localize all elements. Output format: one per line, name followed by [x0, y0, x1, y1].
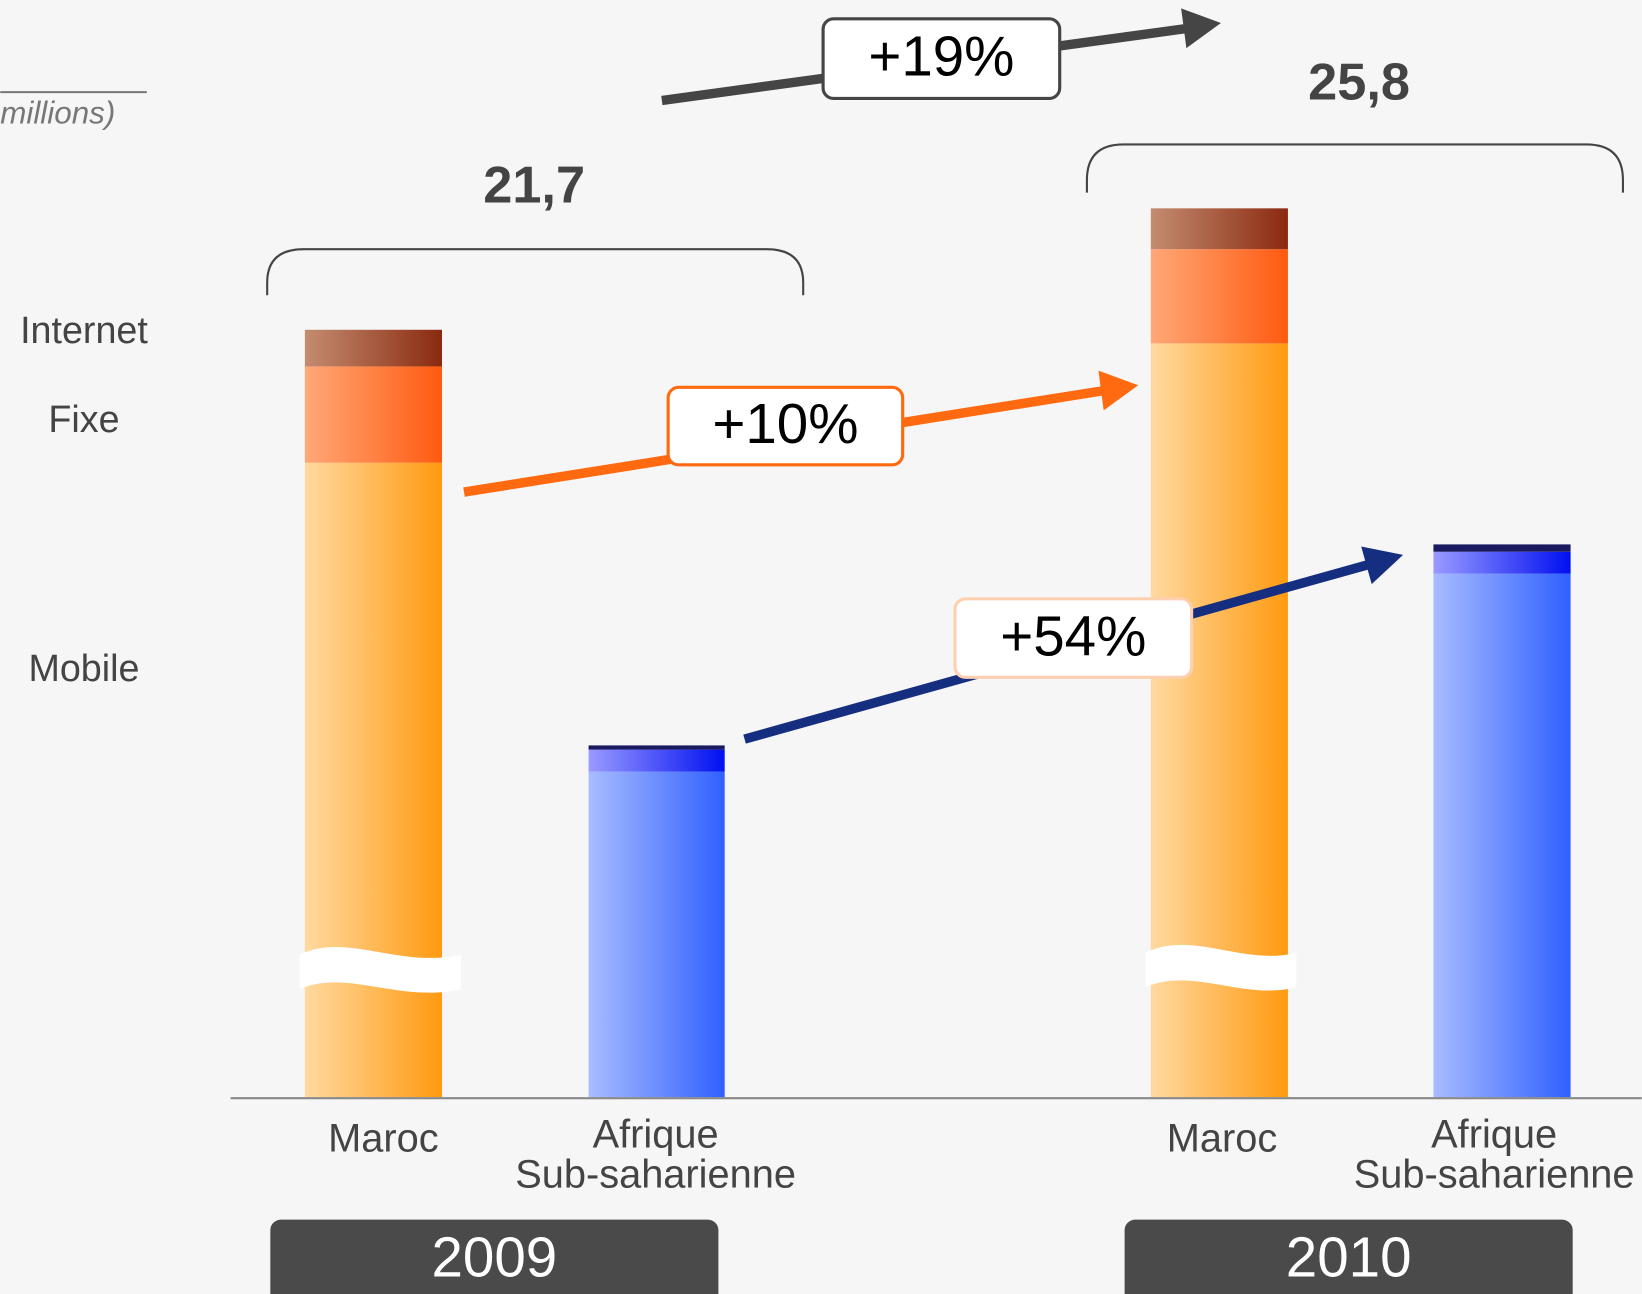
year-label: 2009 — [431, 1225, 557, 1288]
segment-internet — [588, 745, 725, 750]
year-box — [270, 1219, 719, 1294]
bracket — [266, 248, 805, 296]
unit-note: millions) — [0, 95, 115, 130]
segment-internet — [304, 329, 443, 367]
category-label: Afrique — [1431, 1112, 1557, 1156]
total-label: 25,8 — [1308, 54, 1410, 112]
year-box — [1124, 1219, 1573, 1294]
bar-maroc-2010 — [1145, 208, 1297, 1098]
legend-label: Fixe — [48, 398, 119, 440]
growth-arrow-maroc: +10% — [463, 370, 1139, 497]
growth-label: +19% — [868, 25, 1014, 88]
segment-fixe — [588, 749, 725, 772]
growth-arrow-total: +19% — [661, 8, 1221, 106]
legend-label: Internet — [20, 309, 148, 351]
segment-internet — [1150, 208, 1288, 250]
legend-label: Mobile — [28, 647, 139, 689]
category-label: Maroc — [328, 1117, 438, 1161]
year-label: 2010 — [1286, 1225, 1412, 1288]
category-label: Sub-saharienne — [1354, 1152, 1635, 1196]
growth-label: +54% — [1000, 605, 1146, 668]
growth-arrow-afrique: +54% — [743, 546, 1404, 744]
bar-afrique-2010 — [1433, 544, 1571, 1098]
category-label: Afrique — [593, 1112, 719, 1156]
segment-mobile — [1433, 573, 1571, 1098]
bar-afrique-2009 — [588, 745, 725, 1098]
segment-internet — [1433, 544, 1571, 552]
bracket — [1085, 143, 1624, 193]
segment-fixe — [1433, 551, 1571, 574]
segment-mobile — [304, 462, 443, 1098]
category-label: Sub-saharienne — [515, 1152, 796, 1196]
growth-label: +10% — [712, 392, 858, 455]
segment-fixe — [304, 366, 443, 463]
category-label: Maroc — [1167, 1117, 1277, 1161]
total-label: 21,7 — [483, 156, 585, 214]
bar-maroc-2009 — [299, 329, 461, 1098]
axis-break — [1145, 944, 1297, 991]
axis-break — [299, 946, 461, 993]
segment-mobile — [588, 771, 725, 1098]
segment-fixe — [1150, 249, 1288, 344]
